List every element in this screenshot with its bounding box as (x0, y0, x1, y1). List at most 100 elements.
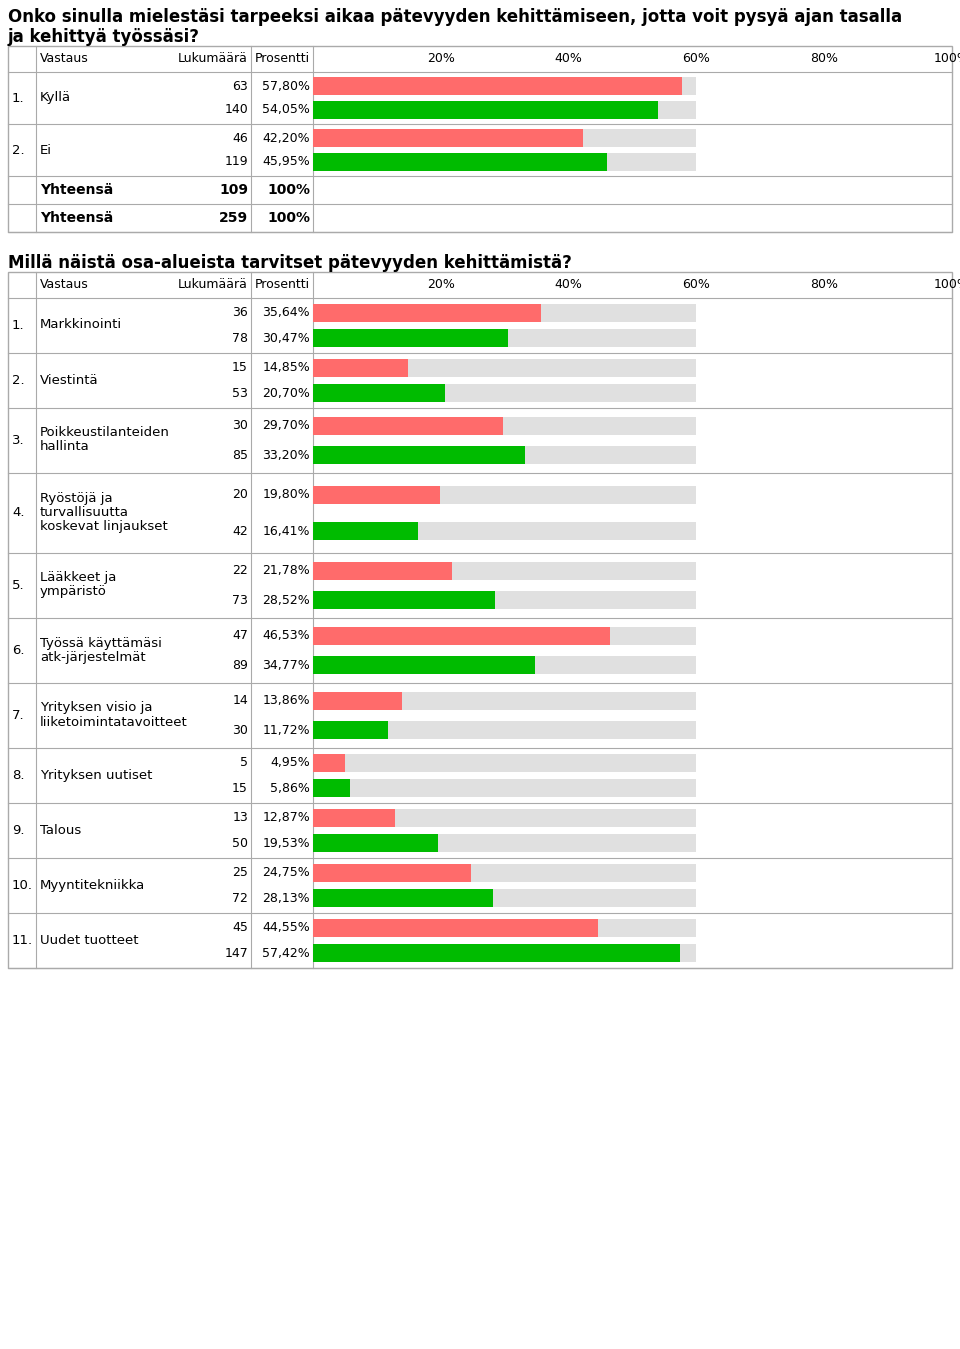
Bar (313, 329, 696, 347)
Text: 147: 147 (225, 947, 248, 959)
Bar (313, 561, 452, 580)
Bar (313, 780, 350, 797)
Text: 42,20%: 42,20% (262, 132, 310, 144)
Text: 35,64%: 35,64% (262, 306, 310, 320)
Text: 109: 109 (219, 183, 248, 197)
Text: 24,75%: 24,75% (262, 866, 310, 880)
Bar (313, 863, 471, 882)
Bar (313, 657, 696, 674)
Bar (313, 561, 696, 580)
Text: liiketoimintatavoitteet: liiketoimintatavoitteet (40, 715, 188, 728)
Text: Prosentti: Prosentti (254, 53, 310, 66)
Bar (313, 130, 583, 147)
Text: 30: 30 (232, 420, 248, 432)
Text: 25: 25 (232, 866, 248, 880)
Text: Kyllä: Kyllä (40, 92, 71, 104)
Bar (313, 834, 696, 853)
Text: 44,55%: 44,55% (262, 921, 310, 935)
Text: Lukumäärä: Lukumäärä (179, 53, 248, 66)
Bar (313, 626, 611, 645)
Bar (313, 780, 696, 797)
Text: 78: 78 (232, 332, 248, 344)
Text: 6.: 6. (12, 643, 25, 657)
Text: 11.: 11. (12, 934, 34, 947)
Text: Markkinointi: Markkinointi (40, 318, 122, 332)
Text: 60%: 60% (683, 53, 710, 66)
Text: 47: 47 (232, 629, 248, 642)
Bar (313, 889, 492, 907)
Text: 28,52%: 28,52% (262, 594, 310, 607)
Text: 20,70%: 20,70% (262, 387, 310, 399)
Text: 14: 14 (232, 693, 248, 707)
Bar (313, 486, 696, 503)
Bar (313, 591, 696, 610)
Text: 57,80%: 57,80% (262, 80, 310, 93)
Bar (313, 447, 696, 464)
Text: 89: 89 (232, 658, 248, 672)
Text: Vastaus: Vastaus (40, 278, 88, 291)
Text: Lääkkeet ja: Lääkkeet ja (40, 572, 116, 584)
Text: 11,72%: 11,72% (262, 724, 310, 737)
Text: Prosentti: Prosentti (254, 278, 310, 291)
Bar (313, 722, 696, 739)
Bar (313, 447, 525, 464)
Bar (313, 359, 408, 376)
Text: 16,41%: 16,41% (262, 525, 310, 538)
Text: ympäristö: ympäristö (40, 585, 107, 599)
Text: 20%: 20% (427, 53, 455, 66)
Text: koskevat linjaukset: koskevat linjaukset (40, 519, 168, 533)
Text: 20: 20 (232, 488, 248, 500)
Text: 10.: 10. (12, 880, 33, 892)
Text: 4.: 4. (12, 506, 25, 519)
Text: 36: 36 (232, 306, 248, 320)
Bar (313, 809, 396, 827)
Text: 73: 73 (232, 594, 248, 607)
Text: 15: 15 (232, 781, 248, 795)
Text: 30,47%: 30,47% (262, 332, 310, 344)
Text: 80%: 80% (810, 278, 838, 291)
Text: Ei: Ei (40, 143, 52, 156)
Text: 100%: 100% (934, 278, 960, 291)
Bar (313, 522, 418, 541)
Text: 4,95%: 4,95% (271, 757, 310, 769)
Text: 40%: 40% (555, 278, 583, 291)
Text: 2.: 2. (12, 374, 25, 387)
Bar (313, 919, 598, 936)
Bar (313, 152, 696, 171)
Text: Ryöstöjä ja: Ryöstöjä ja (40, 492, 112, 505)
Text: 72: 72 (232, 892, 248, 905)
Bar (313, 692, 401, 710)
Bar (313, 626, 696, 645)
Text: atk-järjestelmät: atk-järjestelmät (40, 650, 146, 664)
Text: 19,80%: 19,80% (262, 488, 310, 500)
Text: 5: 5 (240, 757, 248, 769)
Bar (313, 329, 508, 347)
Bar (313, 944, 680, 962)
Text: Talous: Talous (40, 823, 82, 836)
Text: 45: 45 (232, 921, 248, 935)
Text: Poikkeustilanteiden: Poikkeustilanteiden (40, 426, 170, 440)
Text: 12,87%: 12,87% (262, 811, 310, 824)
Text: 80%: 80% (810, 53, 838, 66)
Text: 8.: 8. (12, 769, 25, 782)
Text: 53: 53 (232, 387, 248, 399)
Text: 2.: 2. (12, 143, 25, 156)
Text: 1.: 1. (12, 92, 25, 104)
Bar (313, 101, 696, 119)
Text: 119: 119 (225, 155, 248, 169)
Bar (313, 152, 607, 171)
Bar (8, 272, 952, 969)
Bar (313, 384, 445, 402)
Bar (313, 692, 696, 710)
Text: Yrityksen uutiset: Yrityksen uutiset (40, 769, 153, 781)
Bar (313, 77, 683, 94)
Bar (313, 657, 535, 674)
Text: ja kehittyä työssäsi?: ja kehittyä työssäsi? (8, 28, 200, 46)
Bar (313, 522, 696, 541)
Text: Millä näistä osa-alueista tarvitset pätevyyden kehittämistä?: Millä näistä osa-alueista tarvitset päte… (8, 254, 572, 272)
Text: 46,53%: 46,53% (262, 629, 310, 642)
Text: Viestintä: Viestintä (40, 374, 99, 387)
Text: 42: 42 (232, 525, 248, 538)
Bar (8, 46, 952, 232)
Bar (313, 304, 540, 322)
